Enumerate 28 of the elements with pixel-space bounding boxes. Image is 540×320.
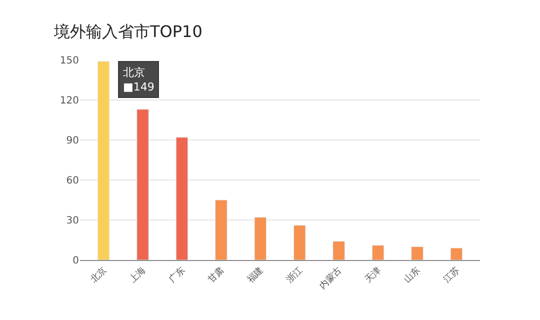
y-tick-label: 30 bbox=[66, 216, 79, 226]
x-tick-label: 福建 bbox=[245, 264, 266, 286]
x-tick-label: 北京 bbox=[88, 264, 109, 286]
y-tick-label: 150 bbox=[60, 56, 79, 66]
bar bbox=[97, 61, 110, 260]
bar bbox=[254, 217, 267, 260]
x-tick-label: 甘肃 bbox=[206, 264, 226, 286]
y-tick-label: 90 bbox=[66, 136, 79, 146]
y-tick-label: 60 bbox=[66, 176, 79, 186]
bar bbox=[332, 241, 345, 260]
x-tick-label: 天津 bbox=[362, 264, 384, 286]
bar bbox=[372, 245, 384, 260]
bar bbox=[136, 109, 149, 260]
x-tick-label: 江苏 bbox=[441, 264, 462, 286]
chart-title: 境外输入省市TOP10 bbox=[53, 22, 202, 41]
x-tick-label: 上海 bbox=[128, 264, 148, 286]
x-tick-label: 内蒙古 bbox=[317, 264, 344, 292]
y-tick-label: 120 bbox=[60, 96, 79, 106]
bar bbox=[450, 248, 463, 260]
annotation: 北京 ■149 bbox=[123, 66, 154, 94]
x-tick-label: 山东 bbox=[402, 264, 423, 286]
bar bbox=[293, 225, 306, 260]
x-tick-label: 浙江 bbox=[284, 264, 305, 286]
y-tick-label: 0 bbox=[72, 256, 79, 266]
bar bbox=[215, 200, 228, 260]
bar bbox=[176, 137, 188, 260]
x-tick-label: 广东 bbox=[166, 264, 188, 286]
bar bbox=[411, 246, 424, 260]
